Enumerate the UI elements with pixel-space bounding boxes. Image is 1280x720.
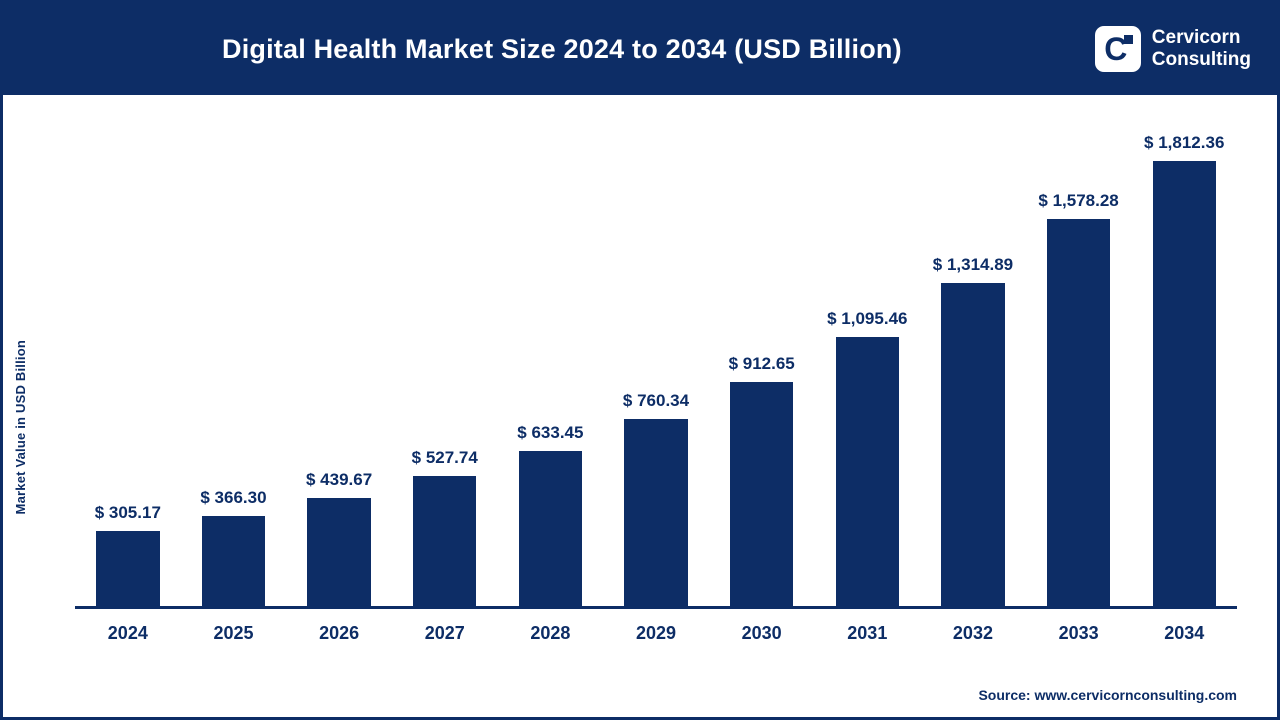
bar-value-label: $ 439.67 <box>306 470 373 489</box>
bar-2028 <box>518 450 583 606</box>
logo-name-line2: Consulting <box>1151 49 1251 70</box>
bar-group: $ 760.34 <box>603 391 709 606</box>
chart-header: Digital Health Market Size 2024 to 2034 … <box>3 3 1277 95</box>
bar-2027 <box>413 476 477 606</box>
bar-group: $ 1,812.36 <box>1131 133 1237 606</box>
x-tick-label: 2027 <box>424 623 465 643</box>
bar-value-label: $ 760.34 <box>622 391 690 411</box>
bar-group: $ 305.17 <box>75 503 181 606</box>
x-tick-label: 2034 <box>1164 623 1205 643</box>
footer: Source: www.cervicornconsulting.com <box>3 671 1277 717</box>
x-tick-label: 2032 <box>952 623 993 643</box>
bar-2034 <box>1152 161 1216 606</box>
logo-icon: C <box>1094 26 1141 72</box>
x-tick-label: 2031 <box>847 623 888 643</box>
bar-2024 <box>96 531 160 606</box>
x-tick-label: 2029 <box>636 623 677 643</box>
x-tick-label: 2033 <box>1058 623 1099 643</box>
x-tick-label: 2028 <box>530 623 571 643</box>
bar-group: $ 439.67 <box>286 470 392 606</box>
bar-value-label: $ 366.30 <box>200 488 267 508</box>
x-tick-label: 2030 <box>741 623 782 643</box>
logo-text: Cervicorn Consulting <box>1152 27 1251 72</box>
bar-group: $ 1,095.46 <box>814 309 920 606</box>
bar-2032 <box>941 283 1005 606</box>
bar-group: $ 527.74 <box>392 448 498 606</box>
x-tick-label: 2025 <box>213 623 254 643</box>
bar-group: $ 912.65 <box>709 354 815 606</box>
x-axis: 2024 2025 2026 2027 2028 2029 2030 2031 2032 2033… <box>75 609 1237 644</box>
bar-group: $ 1,578.28 <box>1026 190 1132 606</box>
logo-name-line1: Cervicorn <box>1151 26 1241 48</box>
bar-value-label: $ 1,095.46 <box>827 309 908 328</box>
bar-2025 <box>201 516 266 606</box>
bar-value-label: $ 1,314.89 <box>932 255 1014 275</box>
bar-value-label: $ 912.65 <box>728 353 795 373</box>
logo-letter: C <box>1104 31 1128 67</box>
bar-2033 <box>1046 218 1111 606</box>
bar-2030 <box>729 381 794 606</box>
bar-value-label: $ 527.74 <box>411 448 478 468</box>
y-axis-label: Market Value in USD Billion <box>13 340 28 515</box>
bar-value-label: $ 1,812.36 <box>1144 133 1225 152</box>
bar-2029 <box>624 419 688 606</box>
bar-2031 <box>835 337 899 606</box>
bar-value-label: $ 1,578.28 <box>1038 190 1119 210</box>
bar-group: $ 633.45 <box>498 422 604 606</box>
bar-value-label: $ 305.17 <box>94 503 161 523</box>
logo-dot-icon <box>1123 35 1133 44</box>
chart-area: Market Value in USD Billion $ 305.17 $ 36… <box>3 95 1277 671</box>
source-text: Source: www.cervicornconsulting.com <box>978 687 1237 703</box>
bar-value-label: $ 633.45 <box>517 422 584 442</box>
x-tick-label: 2026 <box>319 623 360 643</box>
chart-title: Digital Health Market Size 2024 to 2034 … <box>222 33 902 64</box>
bar-group: $ 366.30 <box>181 488 287 606</box>
x-tick-label: 2024 <box>107 623 148 643</box>
bar-group: $ 1,314.89 <box>920 255 1026 606</box>
company-logo: C Cervicorn Consulting <box>1094 26 1251 72</box>
bar-2026 <box>307 498 371 606</box>
plot-area: $ 305.17 $ 366.30 $ 439.67 $ 527.74 $ 633.45… <box>75 109 1237 609</box>
